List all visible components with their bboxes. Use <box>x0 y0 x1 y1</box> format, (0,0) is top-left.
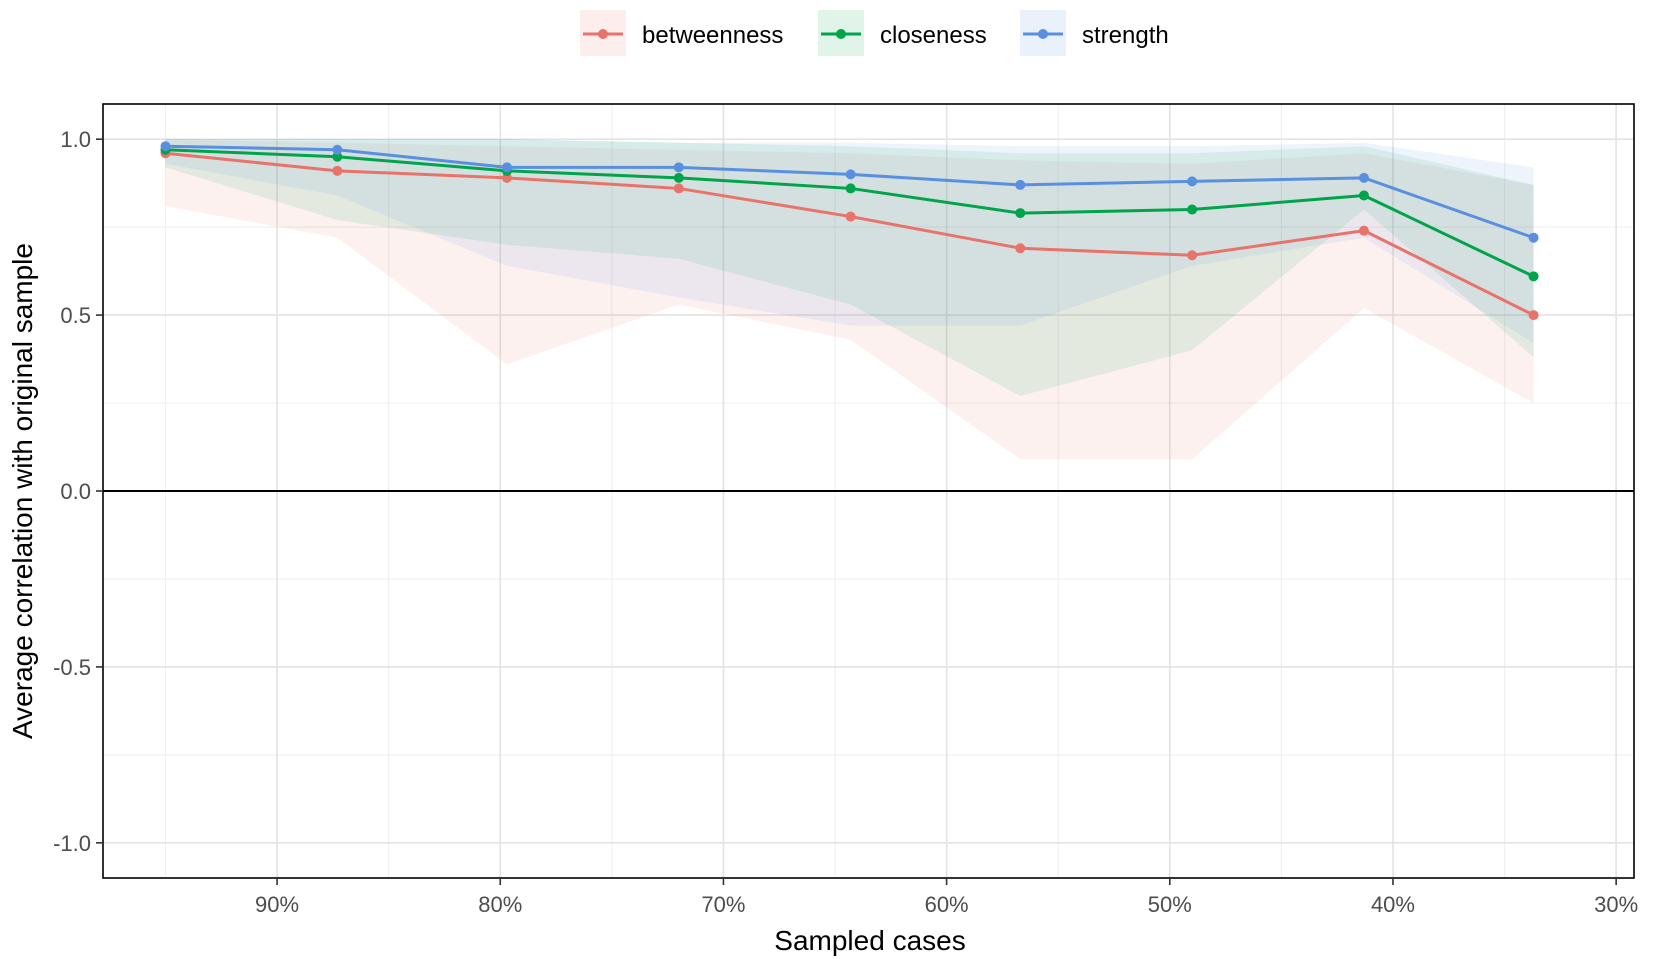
y-tick-label: -1.0 <box>53 831 91 856</box>
strength-point <box>332 144 343 155</box>
closeness-legend-key-point <box>836 29 846 39</box>
betweenness-legend-label: betweenness <box>642 22 783 49</box>
betweenness-band <box>165 139 1534 460</box>
strength-point <box>1187 176 1198 187</box>
closeness-point <box>845 183 856 194</box>
legend: betweenness closeness strength <box>580 10 1169 56</box>
strength-point <box>160 141 171 152</box>
betweenness-point <box>501 172 512 183</box>
strength-point <box>1358 172 1369 183</box>
strength-point <box>1015 179 1026 190</box>
y-axis-ticks: -1.0 -0.5 0.0 0.5 1.0 <box>53 127 103 856</box>
series-points <box>160 141 1539 321</box>
closeness-band <box>165 139 1534 397</box>
closeness-legend-label: closeness <box>880 22 987 49</box>
betweenness-point <box>332 165 343 176</box>
y-tick-label: -0.5 <box>53 655 91 680</box>
x-tick-label: 70% <box>701 892 745 917</box>
betweenness-point <box>845 211 856 222</box>
strength-legend-label: strength <box>1082 22 1169 49</box>
betweenness-point <box>1528 310 1539 321</box>
betweenness-point <box>1358 225 1369 236</box>
x-tick-label: 60% <box>925 892 969 917</box>
strength-legend-key-point <box>1038 29 1048 39</box>
betweenness-point <box>673 183 684 194</box>
x-axis-title: Sampled cases <box>774 925 965 956</box>
confidence-bands <box>165 139 1534 460</box>
x-tick-label: 40% <box>1371 892 1415 917</box>
strength-point <box>1528 232 1539 243</box>
closeness-point <box>1358 190 1369 201</box>
closeness-point <box>1015 208 1026 219</box>
x-axis-ticks: 90% 80% 70% 60% 50% 40% 30% <box>255 878 1638 917</box>
closeness-point <box>673 172 684 183</box>
strength-point <box>845 169 856 180</box>
closeness-point <box>1187 204 1198 215</box>
betweenness-point <box>1187 250 1198 261</box>
y-axis-title: Average correlation with original sample <box>7 243 38 739</box>
y-tick-label: 1.0 <box>60 127 91 152</box>
closeness-point <box>332 151 343 162</box>
x-tick-label: 30% <box>1594 892 1638 917</box>
x-tick-label: 80% <box>478 892 522 917</box>
strength-band <box>165 139 1534 344</box>
x-tick-label: 90% <box>255 892 299 917</box>
y-tick-label: 0.0 <box>60 479 91 504</box>
betweenness-point <box>1015 243 1026 254</box>
strength-point <box>673 162 684 173</box>
y-tick-label: 0.5 <box>60 303 91 328</box>
x-tick-label: 50% <box>1148 892 1192 917</box>
betweenness-legend-key-point <box>598 29 608 39</box>
strength-point <box>501 162 512 173</box>
closeness-point <box>1528 271 1539 282</box>
